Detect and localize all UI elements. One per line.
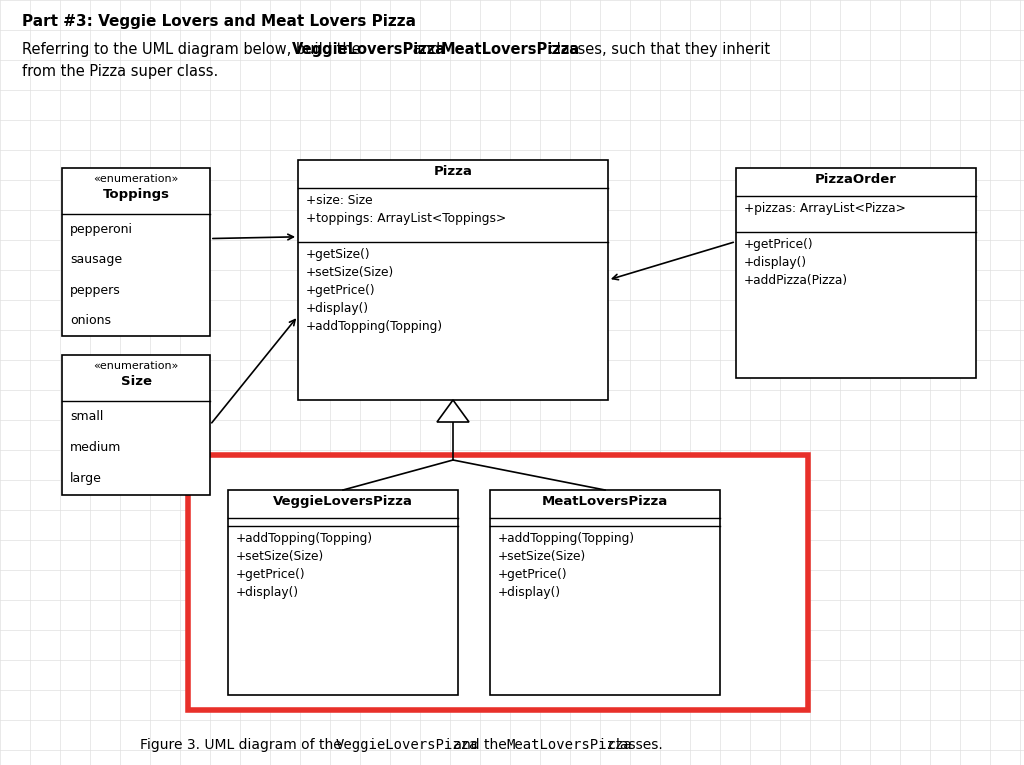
Text: onions: onions <box>70 314 111 327</box>
Text: Pizza: Pizza <box>433 165 472 178</box>
Text: +display(): +display() <box>236 586 299 599</box>
Text: VeggieLoversPizza: VeggieLoversPizza <box>292 42 446 57</box>
Bar <box>62 355 210 495</box>
Text: +getPrice(): +getPrice() <box>498 568 567 581</box>
Text: from the Pizza super class.: from the Pizza super class. <box>22 64 218 79</box>
Bar <box>298 160 608 400</box>
Bar <box>228 490 458 695</box>
Text: peppers: peppers <box>70 284 121 297</box>
Text: Figure 3. UML diagram of the: Figure 3. UML diagram of the <box>140 738 346 752</box>
Text: MeatLoversPizza: MeatLoversPizza <box>441 42 581 57</box>
Text: PizzaOrder: PizzaOrder <box>815 173 897 186</box>
Bar <box>62 168 210 336</box>
Bar <box>188 455 808 710</box>
Text: Part #3: Veggie Lovers and Meat Lovers Pizza: Part #3: Veggie Lovers and Meat Lovers P… <box>22 14 416 29</box>
Text: pepperoni: pepperoni <box>70 223 133 236</box>
Text: +display(): +display() <box>498 586 561 599</box>
Bar <box>490 490 720 695</box>
Text: «enumeration»: «enumeration» <box>93 174 178 184</box>
Text: Toppings: Toppings <box>102 188 170 201</box>
Text: +setSize(Size): +setSize(Size) <box>306 266 394 279</box>
Text: +display(): +display() <box>306 302 369 315</box>
Text: +addPizza(Pizza): +addPizza(Pizza) <box>744 274 848 287</box>
Text: +getSize(): +getSize() <box>306 248 371 261</box>
Text: VeggieLoversPizza: VeggieLoversPizza <box>336 738 478 752</box>
Text: classes, such that they inherit: classes, such that they inherit <box>544 42 770 57</box>
Text: sausage: sausage <box>70 253 122 266</box>
Text: +getPrice(): +getPrice() <box>744 238 814 251</box>
Text: +toppings: ArrayList<Toppings>: +toppings: ArrayList<Toppings> <box>306 212 506 225</box>
Text: medium: medium <box>70 441 122 454</box>
Text: +size: Size: +size: Size <box>306 194 373 207</box>
Text: MeatLoversPizza: MeatLoversPizza <box>506 738 632 752</box>
Text: +pizzas: ArrayList<Pizza>: +pizzas: ArrayList<Pizza> <box>744 202 906 215</box>
Text: small: small <box>70 410 103 423</box>
Text: Size: Size <box>121 375 152 388</box>
Text: and: and <box>408 42 444 57</box>
Text: +addTopping(Topping): +addTopping(Topping) <box>306 320 443 333</box>
Bar <box>736 168 976 378</box>
Text: +getPrice(): +getPrice() <box>236 568 305 581</box>
Text: +setSize(Size): +setSize(Size) <box>498 550 587 563</box>
Text: Referring to the UML diagram below, build the: Referring to the UML diagram below, buil… <box>22 42 366 57</box>
Text: +getPrice(): +getPrice() <box>306 284 376 297</box>
Text: +setSize(Size): +setSize(Size) <box>236 550 325 563</box>
Text: +addTopping(Topping): +addTopping(Topping) <box>498 532 635 545</box>
Text: VeggieLoversPizza: VeggieLoversPizza <box>273 495 413 508</box>
Text: and the: and the <box>449 738 511 752</box>
Text: large: large <box>70 473 101 486</box>
Text: +addTopping(Topping): +addTopping(Topping) <box>236 532 373 545</box>
Text: classes.: classes. <box>604 738 663 752</box>
Text: +display(): +display() <box>744 256 807 269</box>
Text: «enumeration»: «enumeration» <box>93 361 178 371</box>
Text: MeatLoversPizza: MeatLoversPizza <box>542 495 668 508</box>
Polygon shape <box>437 400 469 422</box>
